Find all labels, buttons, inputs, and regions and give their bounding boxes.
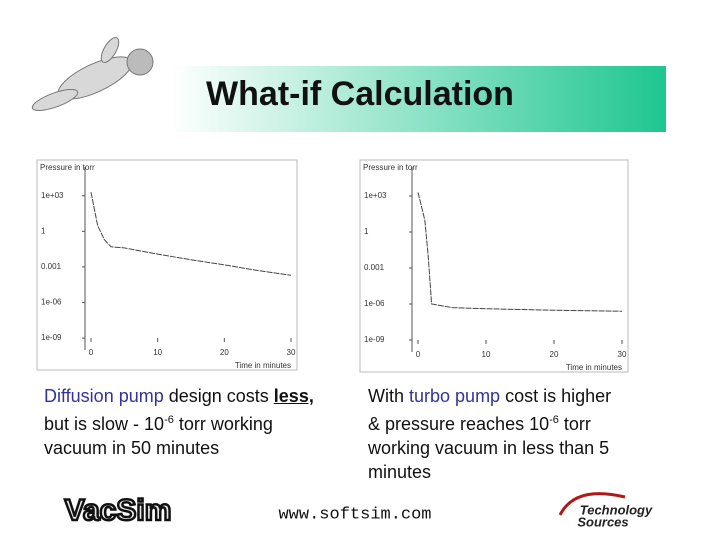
caption-text: -6 [164, 414, 174, 426]
x-tick-label: 30 [618, 350, 627, 359]
chart-frame [36, 159, 298, 371]
caption-text: -6 [549, 414, 559, 426]
caption-text: turbo pump [409, 386, 501, 406]
brand-line: Sources [577, 514, 628, 529]
left-caption: Diffusion pump design costs less, but is… [44, 384, 324, 460]
series-line [417, 192, 623, 312]
caption-text: With [368, 386, 410, 406]
caption-text: cost is higher & pressure reaches 10 [368, 386, 612, 434]
caption-text: Diffusion pump [44, 386, 164, 406]
caption-text: design costs [163, 386, 274, 406]
caption-text: torr working vacuum in less than 5 minut… [368, 414, 610, 482]
y-axis-title: Pressure in torr [40, 163, 95, 172]
y-tick-label: 1e+03 [41, 191, 64, 200]
caption-text: torr working vacuum in 50 minutes [44, 414, 273, 458]
x-axis-title: Time in minutes [566, 363, 622, 372]
y-tick-label: 1e+03 [364, 191, 387, 200]
slide-title: What-if Calculation [206, 75, 514, 113]
x-tick-label: 10 [153, 348, 162, 357]
x-tick-label: 0 [416, 350, 421, 359]
brand-swoosh [558, 492, 626, 516]
x-axis-title: Time in minutes [235, 361, 291, 370]
y-tick-label: 1e-09 [41, 333, 62, 342]
logo: VacSim [65, 494, 172, 527]
x-tick-label: 20 [550, 350, 559, 359]
astronaut [31, 37, 154, 112]
y-tick-label: 1e-06 [41, 298, 62, 307]
y-tick-label: 1e-09 [364, 335, 385, 344]
x-tick-label: 30 [287, 348, 296, 357]
caption-text: less, [273, 386, 314, 406]
right-caption: With turbo pump cost is higher & pressur… [368, 384, 618, 484]
brand-line: Technology [580, 502, 653, 517]
y-tick-label: 1e-06 [364, 299, 385, 308]
caption-text: but is slow - 10 [44, 414, 165, 434]
x-tick-label: 0 [89, 348, 94, 357]
title-band [170, 66, 666, 132]
chart-frame [359, 159, 629, 373]
y-tick-label: 1 [41, 226, 46, 235]
y-axis-title: Pressure in torr [363, 163, 418, 172]
y-tick-label: 0.001 [41, 262, 62, 271]
y-tick-label: 1 [364, 227, 369, 236]
series-line [90, 192, 292, 276]
x-tick-label: 10 [482, 350, 491, 359]
x-tick-label: 20 [220, 348, 229, 357]
url: www.softsim.com [278, 505, 431, 524]
y-tick-label: 0.001 [364, 263, 385, 272]
